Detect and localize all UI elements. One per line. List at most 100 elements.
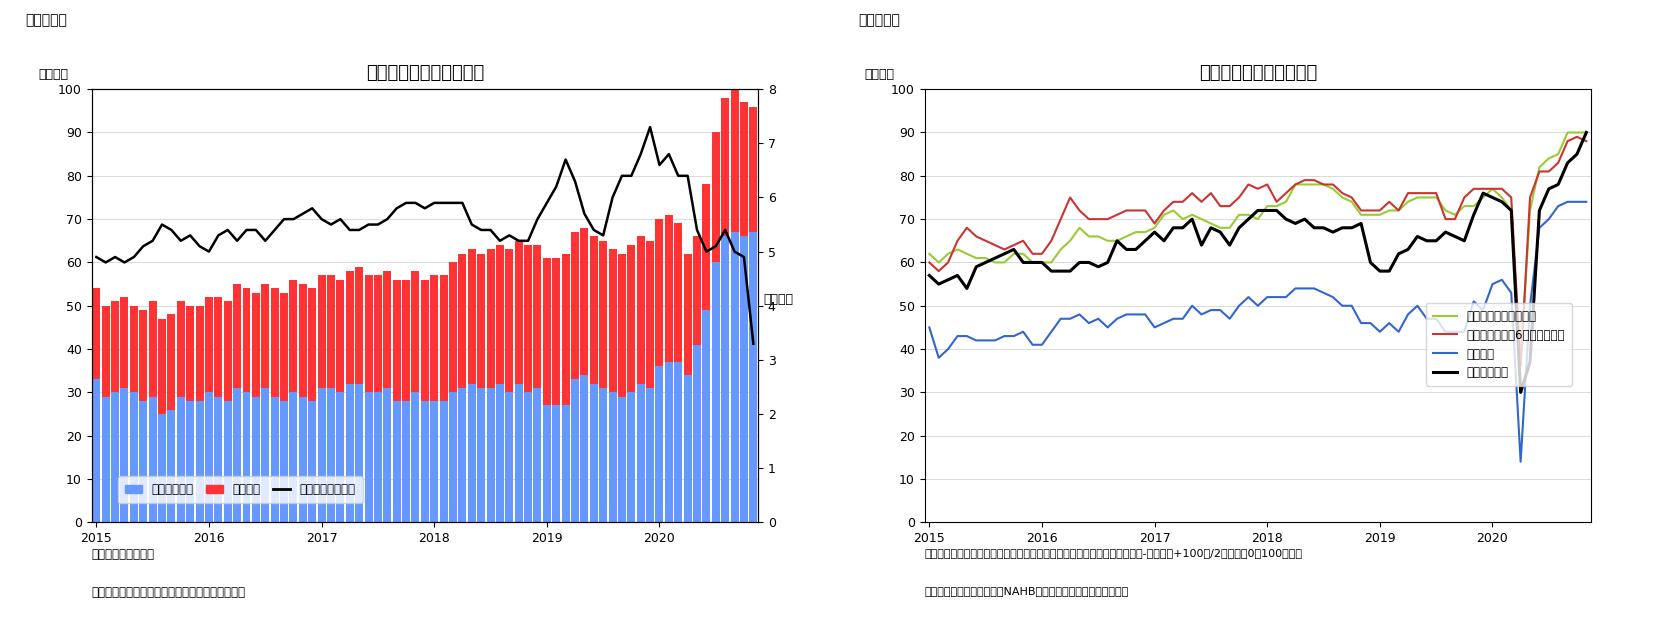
- Bar: [628, 392, 635, 522]
- Bar: [703, 310, 710, 522]
- Bar: [327, 275, 335, 388]
- Bar: [655, 219, 663, 366]
- 住宅販売状況（現状）: [1558, 129, 1578, 136]
- 住宅販売状況（現状）: [1511, 358, 1531, 366]
- Bar: [280, 401, 288, 522]
- Bar: [665, 215, 673, 362]
- Bar: [646, 388, 655, 522]
- 住宅販売状況（6ヵ月見込み）: [1548, 159, 1568, 167]
- Bar: [450, 262, 456, 392]
- Bar: [571, 232, 580, 380]
- 客足状況: [938, 345, 958, 353]
- Bar: [102, 306, 110, 397]
- 住宅販売状況（現状）: [1013, 250, 1033, 257]
- Bar: [628, 245, 635, 392]
- Bar: [177, 301, 185, 397]
- Bar: [120, 297, 128, 388]
- Bar: [683, 375, 691, 522]
- 住宅販売状況（現状）: [938, 250, 958, 257]
- Bar: [476, 254, 485, 388]
- 住宅販売状況（6ヵ月見込み）: [1576, 138, 1596, 145]
- Bar: [158, 318, 167, 414]
- Bar: [223, 401, 232, 522]
- Bar: [402, 280, 410, 401]
- Bar: [187, 306, 195, 401]
- 住宅販売状況（現状）: [920, 250, 940, 257]
- Bar: [148, 301, 157, 397]
- Bar: [551, 405, 560, 522]
- 住宅販売状況（現状）: [1548, 150, 1568, 158]
- 客足状況: [1511, 458, 1531, 466]
- Bar: [102, 397, 110, 522]
- 客足状況: [1013, 328, 1033, 336]
- Bar: [683, 254, 691, 375]
- Text: （注）季調値、「良い」、「普通」、「悪い」の回答のうち、（「良い」-「悪い」+100）/2で計算。0～100で推移: （注）季調値、「良い」、「普通」、「悪い」の回答のうち、（「良い」-「悪い」+1…: [925, 548, 1303, 558]
- Bar: [711, 132, 720, 262]
- Bar: [665, 362, 673, 522]
- Bar: [148, 397, 157, 522]
- Bar: [195, 306, 203, 401]
- Bar: [675, 224, 683, 362]
- Line: 住宅販売状況（6ヵ月見込み）: 住宅販売状況（6ヵ月見込み）: [930, 137, 1586, 366]
- Bar: [590, 236, 598, 383]
- Line: 客足状況: 客足状況: [930, 202, 1586, 462]
- Bar: [440, 275, 448, 401]
- Bar: [252, 397, 260, 522]
- 客足状況: [1313, 289, 1333, 297]
- Bar: [215, 397, 222, 522]
- Bar: [290, 392, 298, 522]
- Bar: [505, 392, 513, 522]
- Bar: [496, 245, 503, 383]
- Bar: [731, 89, 738, 232]
- Bar: [421, 401, 428, 522]
- Bar: [167, 315, 175, 410]
- Bar: [675, 362, 683, 522]
- 住宅販売状況（6ヵ月見込み）: [1568, 133, 1588, 141]
- Bar: [551, 258, 560, 405]
- Bar: [92, 289, 100, 380]
- 住宅販売状況（6ヵ月見込み）: [938, 259, 958, 266]
- Bar: [608, 392, 616, 522]
- Bar: [373, 392, 382, 522]
- Bar: [402, 401, 410, 522]
- Bar: [740, 102, 748, 236]
- Bar: [646, 241, 655, 388]
- Bar: [92, 380, 100, 522]
- Bar: [496, 383, 503, 522]
- 住宅市場指数: [1313, 224, 1333, 232]
- Bar: [327, 388, 335, 522]
- 住宅市場指数: [1576, 129, 1596, 136]
- Bar: [740, 236, 748, 522]
- Bar: [215, 297, 222, 397]
- Bar: [120, 388, 128, 522]
- Bar: [167, 410, 175, 522]
- 客足状況: [1576, 198, 1596, 206]
- Bar: [262, 284, 270, 388]
- Bar: [450, 392, 456, 522]
- Bar: [731, 232, 738, 522]
- Bar: [355, 267, 363, 383]
- Bar: [140, 310, 147, 401]
- Bar: [580, 375, 588, 522]
- Bar: [600, 241, 606, 388]
- Bar: [600, 388, 606, 522]
- Bar: [298, 397, 307, 522]
- 住宅市場指数: [920, 271, 940, 279]
- Bar: [373, 275, 382, 392]
- Bar: [430, 275, 438, 401]
- Text: （図表５）: （図表５）: [858, 13, 900, 27]
- 客足状況: [1519, 302, 1539, 310]
- 住宅販売状況（現状）: [1576, 129, 1596, 136]
- Bar: [711, 262, 720, 522]
- Bar: [561, 405, 570, 522]
- Bar: [130, 306, 138, 392]
- Bar: [140, 401, 147, 522]
- 客足状況: [920, 324, 940, 331]
- Bar: [412, 392, 420, 522]
- Bar: [393, 280, 400, 401]
- Text: （指数）: （指数）: [865, 68, 895, 80]
- Bar: [721, 236, 730, 522]
- 住宅市場指数: [1511, 389, 1531, 396]
- 住宅販売状況（6ヵ月見込み）: [1313, 181, 1333, 189]
- Bar: [543, 405, 551, 522]
